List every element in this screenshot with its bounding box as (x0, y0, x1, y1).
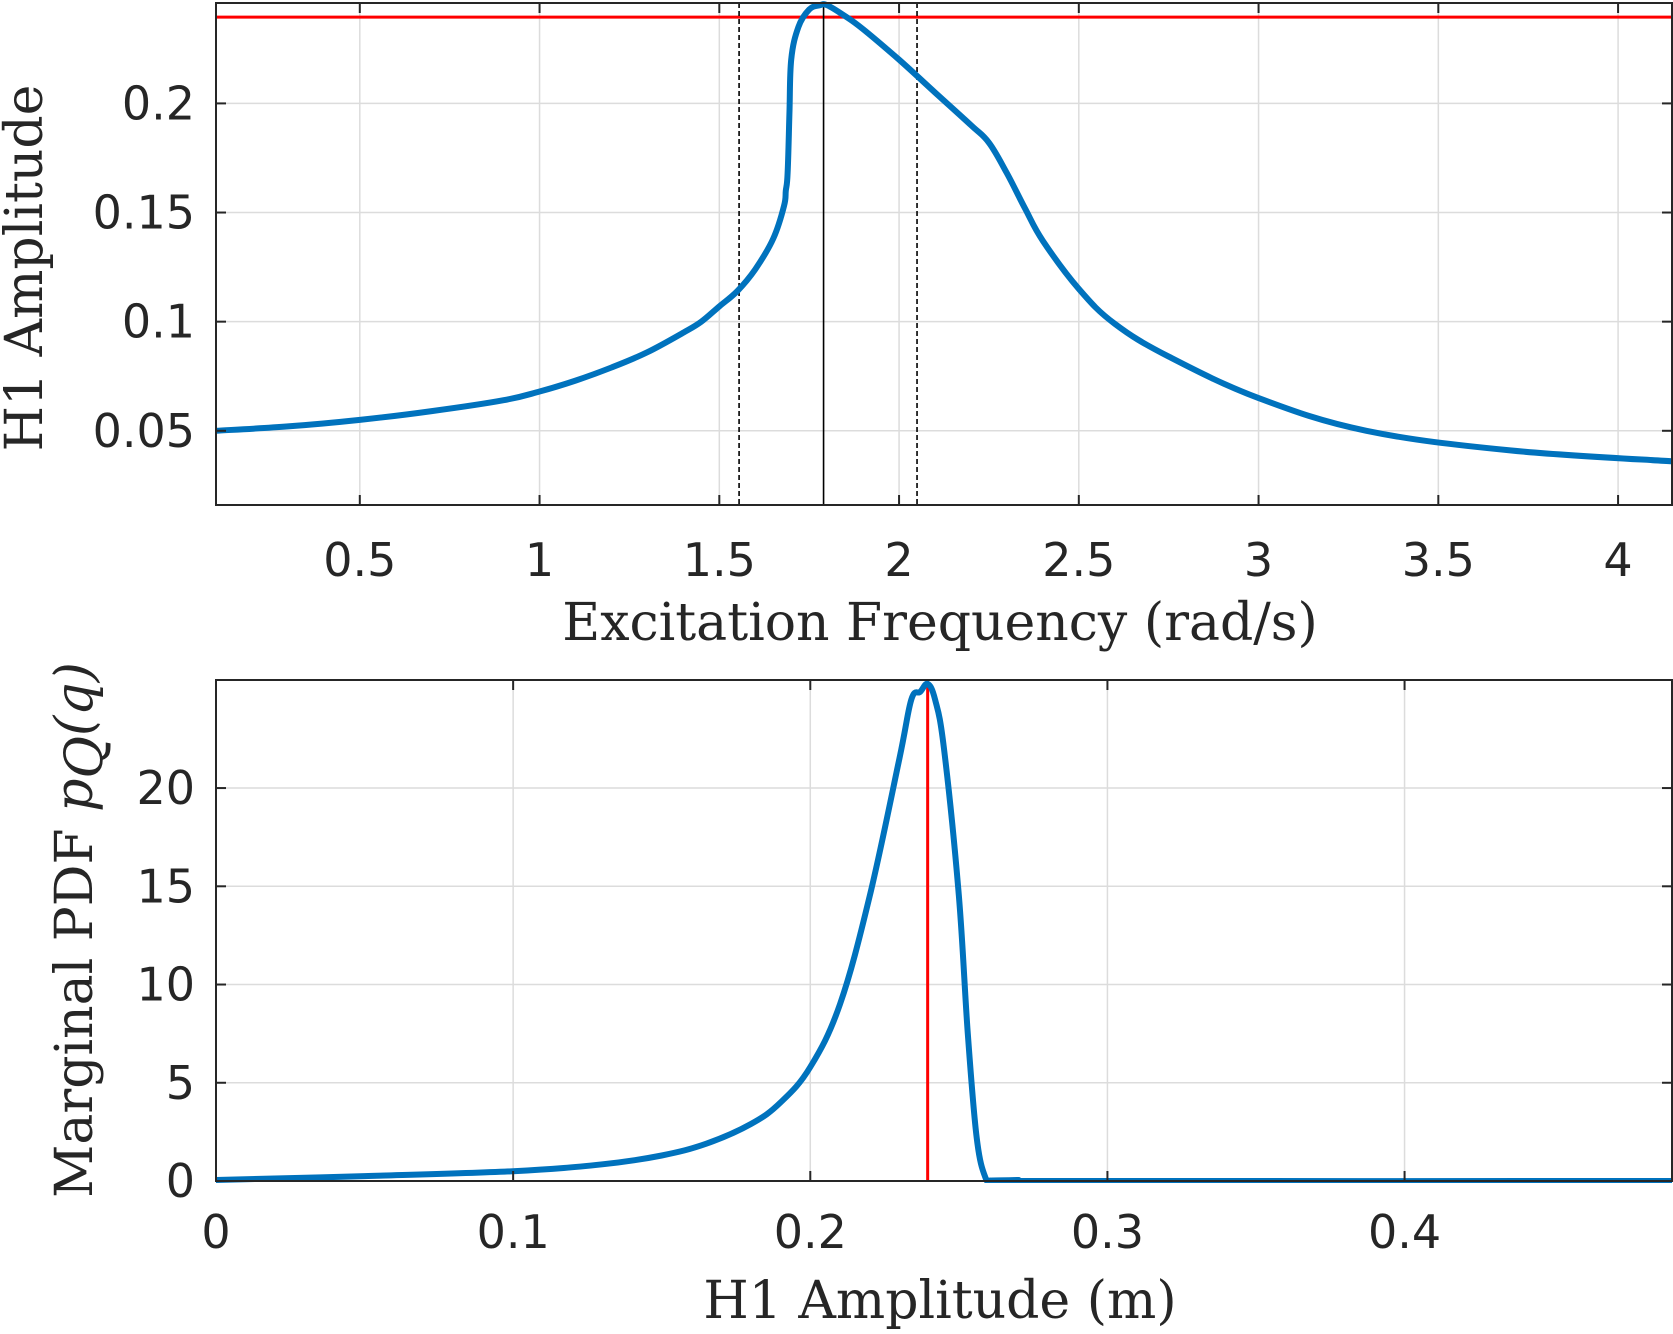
top-tick-marks (216, 3, 1672, 505)
bottom-y-tick-label: 15 (136, 859, 195, 913)
bottom-y-tick-label: 5 (166, 1056, 195, 1110)
top-x-tick-label: 1.5 (683, 533, 756, 587)
bottom-x-tick-label: 0.2 (774, 1205, 847, 1259)
top-axes-box (215, 2, 1673, 506)
top-x-tick-labels: 0.5 1 1.5 2 2.5 3 3.5 4 (323, 533, 1632, 587)
bottom-y-axis-label-arg: (q) (45, 662, 105, 736)
top-x-tick-label: 4 (1603, 533, 1632, 587)
top-x-tick-label: 1 (525, 533, 554, 587)
bottom-y-axis-label-space (45, 812, 105, 829)
bottom-y-tick-label: 10 (136, 958, 195, 1012)
bottom-y-axis-label: Marginal PDF pQ(q) (45, 662, 115, 1198)
bottom-x-axis-label: H1 Amplitude (m) (703, 1271, 1176, 1331)
top-y-axis-label: H1 Amplitude (0, 85, 55, 452)
top-x-tick-label: 2 (884, 533, 913, 587)
top-y-tick-label: 0.15 (93, 186, 195, 240)
top-plot-area (216, 1, 1672, 465)
top-series-line (216, 1, 1672, 465)
top-x-tick-label: 3.5 (1402, 533, 1475, 587)
bottom-x-tick-labels: 0 0.1 0.2 0.3 0.4 (201, 1205, 1441, 1259)
bottom-x-tick-label: 0.3 (1071, 1205, 1144, 1259)
top-x-axis-label: Excitation Frequency (rad/s) (562, 593, 1318, 653)
bottom-y-axis-label-group: Marginal PDF pQ(q) (45, 662, 115, 1198)
bottom-y-tick-label: 0 (166, 1154, 195, 1208)
top-x-tick-label: 2.5 (1042, 533, 1115, 587)
bottom-y-tick-labels: 0 5 10 15 20 (136, 761, 195, 1208)
bottom-y-axis-label-math: p (45, 779, 105, 812)
bottom-x-tick-label: 0.4 (1368, 1205, 1441, 1259)
bottom-y-tick-label: 20 (136, 761, 195, 815)
top-reference-lines (216, 3, 1672, 505)
bottom-y-axis-label-text: Marginal PDF (45, 828, 105, 1197)
top-x-tick-label: 3 (1244, 533, 1273, 587)
top-y-tick-labels: 0.05 0.1 0.15 0.2 (93, 76, 195, 457)
bottom-tick-marks (215, 680, 1672, 1182)
top-y-tick-label: 0.2 (122, 76, 195, 130)
top-x-tick-label: 0.5 (323, 533, 396, 587)
bottom-plot-area (216, 680, 1672, 1183)
bottom-series-line (216, 680, 1672, 1183)
top-y-tick-label: 0.1 (122, 295, 195, 349)
top-grid (216, 3, 1672, 505)
bottom-x-tick-label: 0.1 (477, 1205, 550, 1259)
bottom-axes-box (215, 679, 1673, 1182)
bottom-x-tick-label: 0 (201, 1205, 230, 1259)
top-y-tick-label: 0.05 (93, 404, 195, 458)
bottom-y-axis-label-sub: Q (55, 736, 115, 779)
frequency-response-chart: 0.5 1 1.5 2 2.5 3 3.5 4 0.05 0.1 0.15 0.2 Excitati… (0, 1, 1673, 653)
